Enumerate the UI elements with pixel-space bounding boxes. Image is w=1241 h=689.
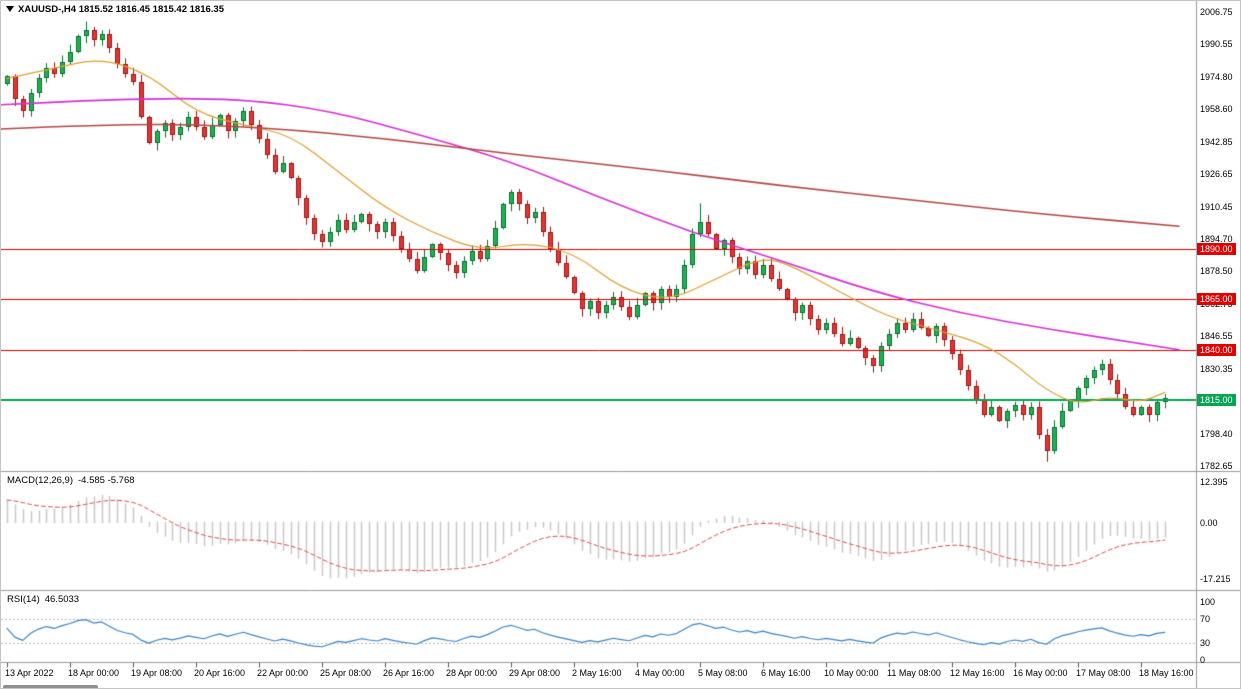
rsi-indicator-label: RSI(14) 46.5033: [7, 594, 79, 605]
macd-name: MACD(12,26,9): [7, 475, 73, 486]
macd-indicator-label: MACD(12,26,9) -4.585 -5.768: [7, 475, 135, 486]
macd-values: -4.585 -5.768: [78, 475, 135, 486]
chart-header: XAUUSD-,H4 1815.52 1816.45 1815.42 1816.…: [4, 3, 224, 17]
collapse-triangle-icon[interactable]: [6, 6, 14, 12]
horizontal-scrollbar-thumb[interactable]: [3, 685, 98, 688]
rsi-name: RSI(14): [7, 594, 40, 605]
symbol-ohlc-label: XAUUSD-,H4 1815.52 1816.45 1815.42 1816.…: [18, 4, 224, 15]
rsi-value: 46.5033: [44, 594, 80, 605]
